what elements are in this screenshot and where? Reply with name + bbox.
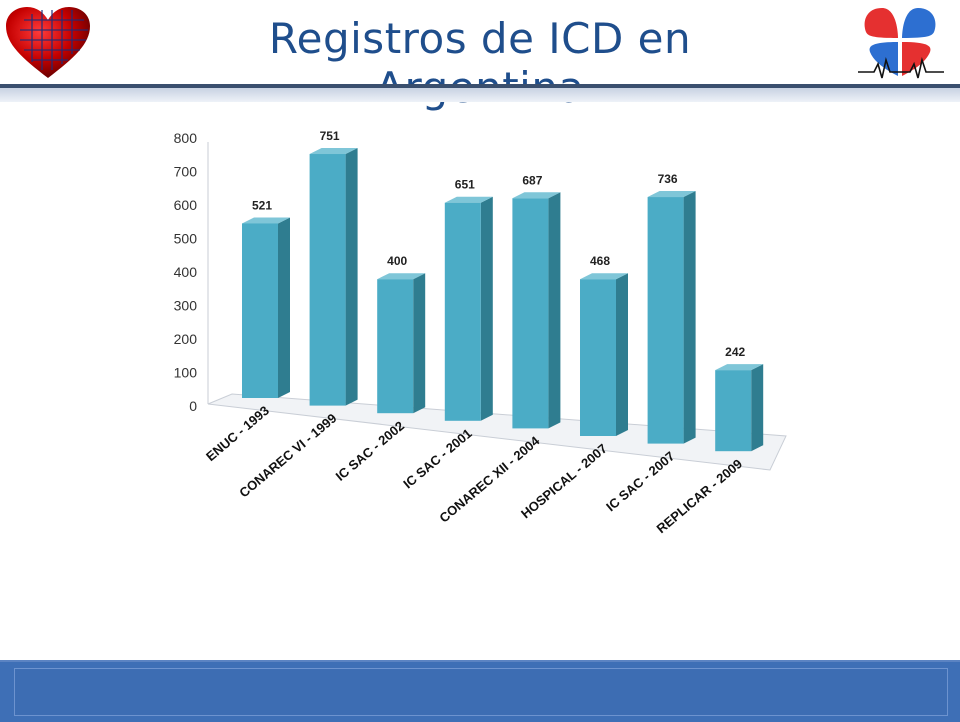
data-label: 521: [252, 198, 272, 212]
bar-front: [444, 202, 481, 421]
bar-top: [242, 217, 290, 224]
bar: [444, 196, 493, 421]
x-tick-label: IC SAC - 2002: [333, 418, 407, 484]
bar-side: [751, 364, 764, 452]
chart-floor: [207, 393, 787, 471]
bar-top: [309, 148, 358, 155]
y-tick-label: 600: [174, 197, 198, 213]
bar-side: [278, 217, 290, 398]
data-label: 400: [387, 254, 407, 268]
slide-title: Registros de ICD en Argentina: [268, 14, 692, 112]
bar-side: [616, 273, 628, 436]
data-label: 687: [522, 173, 542, 187]
bar: [242, 217, 290, 398]
y-tick-label: 200: [174, 331, 198, 347]
bar-front: [715, 370, 752, 452]
y-tick-label: 100: [174, 365, 198, 381]
bar-top: [444, 196, 493, 203]
bar-side: [683, 191, 696, 444]
bar-side: [548, 192, 561, 429]
bar-side: [413, 273, 426, 414]
bar-chart: 0 100 200 300 400 500 600 700 800 521 ENUC - 1993…: [174, 129, 787, 536]
bar-top: [377, 273, 426, 280]
y-tick-label: 700: [174, 164, 198, 180]
bar-top: [647, 191, 696, 198]
bar: [377, 273, 426, 414]
bar: [647, 191, 696, 444]
header-divider-shadow: [0, 88, 960, 102]
heart-ecg-logo: [858, 8, 944, 79]
bar-top: [512, 192, 561, 199]
bar-side: [345, 148, 358, 406]
bar: [715, 364, 764, 452]
bar-top: [580, 273, 628, 280]
bar-front: [377, 279, 414, 414]
bar: [512, 192, 561, 429]
bar-top: [715, 364, 764, 371]
bar-front: [309, 154, 346, 406]
y-tick-label: 800: [174, 130, 198, 146]
chart-axes: 0 100 200 300 400 500 600 700 800: [174, 130, 787, 471]
heart-globe-logo: [6, 7, 90, 78]
y-tick-label: 500: [174, 231, 198, 247]
x-tick-label: IC SAC - 2007: [603, 448, 677, 514]
bar-side: [480, 196, 493, 421]
data-label: 468: [590, 254, 610, 268]
data-label: 651: [455, 178, 475, 192]
bar-front: [580, 279, 616, 436]
footer-panel: [14, 668, 948, 716]
x-tick-label: ENUC - 1993: [203, 403, 272, 464]
bar-front: [512, 198, 549, 429]
header-divider: [0, 84, 960, 88]
y-tick-label: 400: [174, 264, 198, 280]
data-label: 751: [320, 129, 340, 143]
bar: [580, 273, 628, 436]
bar: [309, 148, 358, 406]
bar-front: [647, 197, 684, 444]
chart-bars: [242, 148, 764, 452]
data-label: 242: [725, 345, 745, 359]
data-label: 736: [658, 172, 678, 186]
y-tick-label: 0: [189, 398, 197, 414]
bar-front: [242, 223, 278, 398]
x-tick-label: IC SAC - 2001: [400, 426, 474, 492]
y-tick-label: 300: [174, 298, 198, 314]
